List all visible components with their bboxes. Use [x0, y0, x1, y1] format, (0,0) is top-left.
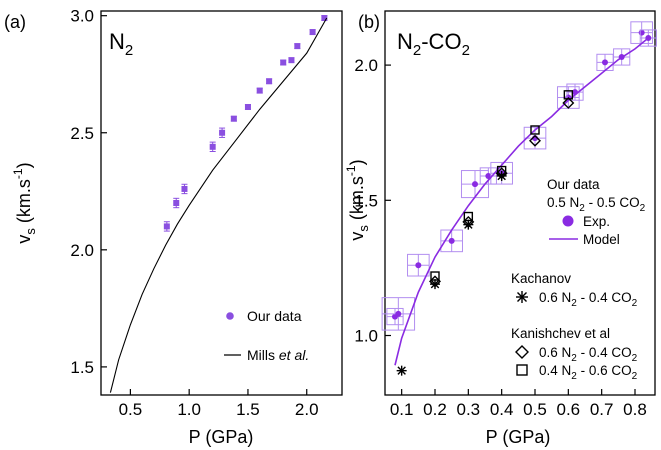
panel-b-frame — [384, 10, 656, 396]
panel-b-y-ticks: 1.0 1.5 2.0 — [354, 56, 391, 346]
kanishchev-square-point — [563, 90, 574, 100]
mills-line — [109, 17, 328, 393]
x-tick-label: 0.5 — [523, 400, 547, 419]
x-tick-label: 1.0 — [177, 400, 201, 419]
panel-b-x-axis-title: P (GPa) — [486, 427, 551, 447]
legend-kanishchev-composition-2: 0.4 N2 - 0.6 CO2 — [539, 363, 638, 382]
kachanov-point — [463, 219, 474, 230]
kanishchev-diamond-point — [529, 134, 541, 147]
exp-point — [566, 83, 584, 101]
data-point — [294, 43, 301, 50]
data-point — [256, 87, 263, 94]
y-tick-label: 3.0 — [70, 7, 94, 26]
legend-our-data-title: Our data — [547, 177, 600, 192]
exp-point — [386, 307, 404, 326]
kachanov-point — [396, 365, 407, 376]
x-tick-label: 0.6 — [557, 400, 581, 419]
exp-point — [407, 253, 430, 277]
kanishchev-square-point — [496, 165, 507, 176]
exp-point — [596, 53, 614, 71]
x-tick-label: 0.2 — [423, 400, 447, 419]
data-point — [280, 59, 287, 66]
x-tick-label: 0.4 — [490, 400, 514, 419]
panel-b-legend: Our data 0.5 N2 - 0.5 CO2 Exp. Model Kac… — [511, 177, 646, 382]
y-tick-label: 1.0 — [354, 327, 378, 346]
panel-b-plot-area — [381, 21, 657, 376]
x-tick-label: 0.7 — [590, 400, 614, 419]
data-point — [266, 78, 273, 85]
panel-b-title: N2-CO2 — [397, 29, 470, 59]
y-tick-label: 1.5 — [70, 358, 94, 377]
legend-our-data-label: Our data — [247, 308, 302, 324]
model-line — [394, 37, 649, 366]
legend-exp-label: Exp. — [583, 214, 610, 229]
panel-b: 1.0 1.5 2.0 0.1 0.2 0.3 0.4 0.5 0.6 0.7 0.8 (b) N… — [344, 10, 657, 447]
kanishchev-diamond-point — [562, 96, 575, 109]
panel-b-tag: (b) — [358, 12, 380, 32]
kanishchev-square-point — [463, 211, 474, 222]
legend-our-data-composition: 0.5 N2 - 0.5 CO2 — [547, 195, 646, 214]
panel-b-x-ticks: 0.1 0.2 0.3 0.4 0.5 0.6 0.7 0.8 — [390, 389, 647, 419]
data-point — [244, 104, 251, 110]
panel-a-plot-area — [109, 15, 328, 393]
legend-kachanov-marker — [516, 291, 528, 303]
kachanov-point — [496, 170, 507, 181]
panel-a-frame — [100, 10, 343, 396]
legend-our-data-marker — [226, 312, 234, 320]
panel-a: 1.5 2.0 2.5 3.0 0.5 1.0 1.5 2.0 (a) N2 P (GPa)… — [4, 7, 343, 447]
exp-point — [381, 297, 416, 331]
y-tick-label: 1.5 — [354, 191, 378, 210]
panel-b-y-axis-title: vs (km.s-1) — [344, 159, 371, 240]
legend-kanishchev-diamond-marker — [515, 345, 529, 359]
panel-a-legend: Our data Mills et al. — [224, 308, 309, 363]
y-tick-label: 2.5 — [70, 124, 94, 143]
legend-mills-label: Mills et al. — [247, 347, 309, 363]
data-point — [309, 29, 316, 36]
data-point — [321, 15, 328, 22]
legend-kachanov-title: Kachanov — [511, 271, 571, 286]
legend-kanishchev-composition-1: 0.6 N2 - 0.4 CO2 — [539, 345, 638, 364]
kachanov-point — [430, 279, 440, 290]
panel-a-tag: (a) — [4, 12, 26, 32]
x-tick-label: 1.5 — [236, 400, 260, 419]
data-point — [219, 127, 226, 138]
y-tick-label: 2.0 — [354, 56, 378, 75]
x-tick-label: 2.0 — [295, 400, 319, 419]
legend-kanishchev-title: Kanishchev et al — [511, 326, 610, 341]
x-tick-label: 0.8 — [623, 400, 647, 419]
data-point — [288, 57, 295, 64]
data-point — [209, 141, 216, 152]
x-tick-label: 0.5 — [119, 400, 143, 419]
legend-model-label: Model — [583, 232, 620, 247]
x-tick-label: 0.1 — [390, 400, 414, 419]
data-point — [181, 183, 188, 195]
data-point — [173, 197, 180, 209]
panel-a-y-ticks: 1.5 2.0 2.5 3.0 — [70, 7, 107, 377]
legend-kachanov-composition: 0.6 N2 - 0.4 CO2 — [539, 290, 638, 309]
y-tick-label: 2.0 — [70, 241, 94, 260]
legend-kanishchev-square-marker — [516, 364, 528, 376]
panel-a-x-axis-title: P (GPa) — [189, 427, 254, 447]
x-tick-label: 0.3 — [457, 400, 481, 419]
panel-a-y-axis-title: vs (km.s-1) — [11, 162, 38, 243]
panel-a-title: N2 — [109, 29, 133, 59]
data-point — [230, 115, 237, 122]
data-point — [163, 221, 170, 232]
kanishchev-square-point — [530, 125, 540, 135]
legend-exp-marker — [562, 215, 574, 227]
kanishchev-square-point — [430, 271, 440, 281]
panel-a-x-ticks: 0.5 1.0 1.5 2.0 — [119, 389, 319, 419]
